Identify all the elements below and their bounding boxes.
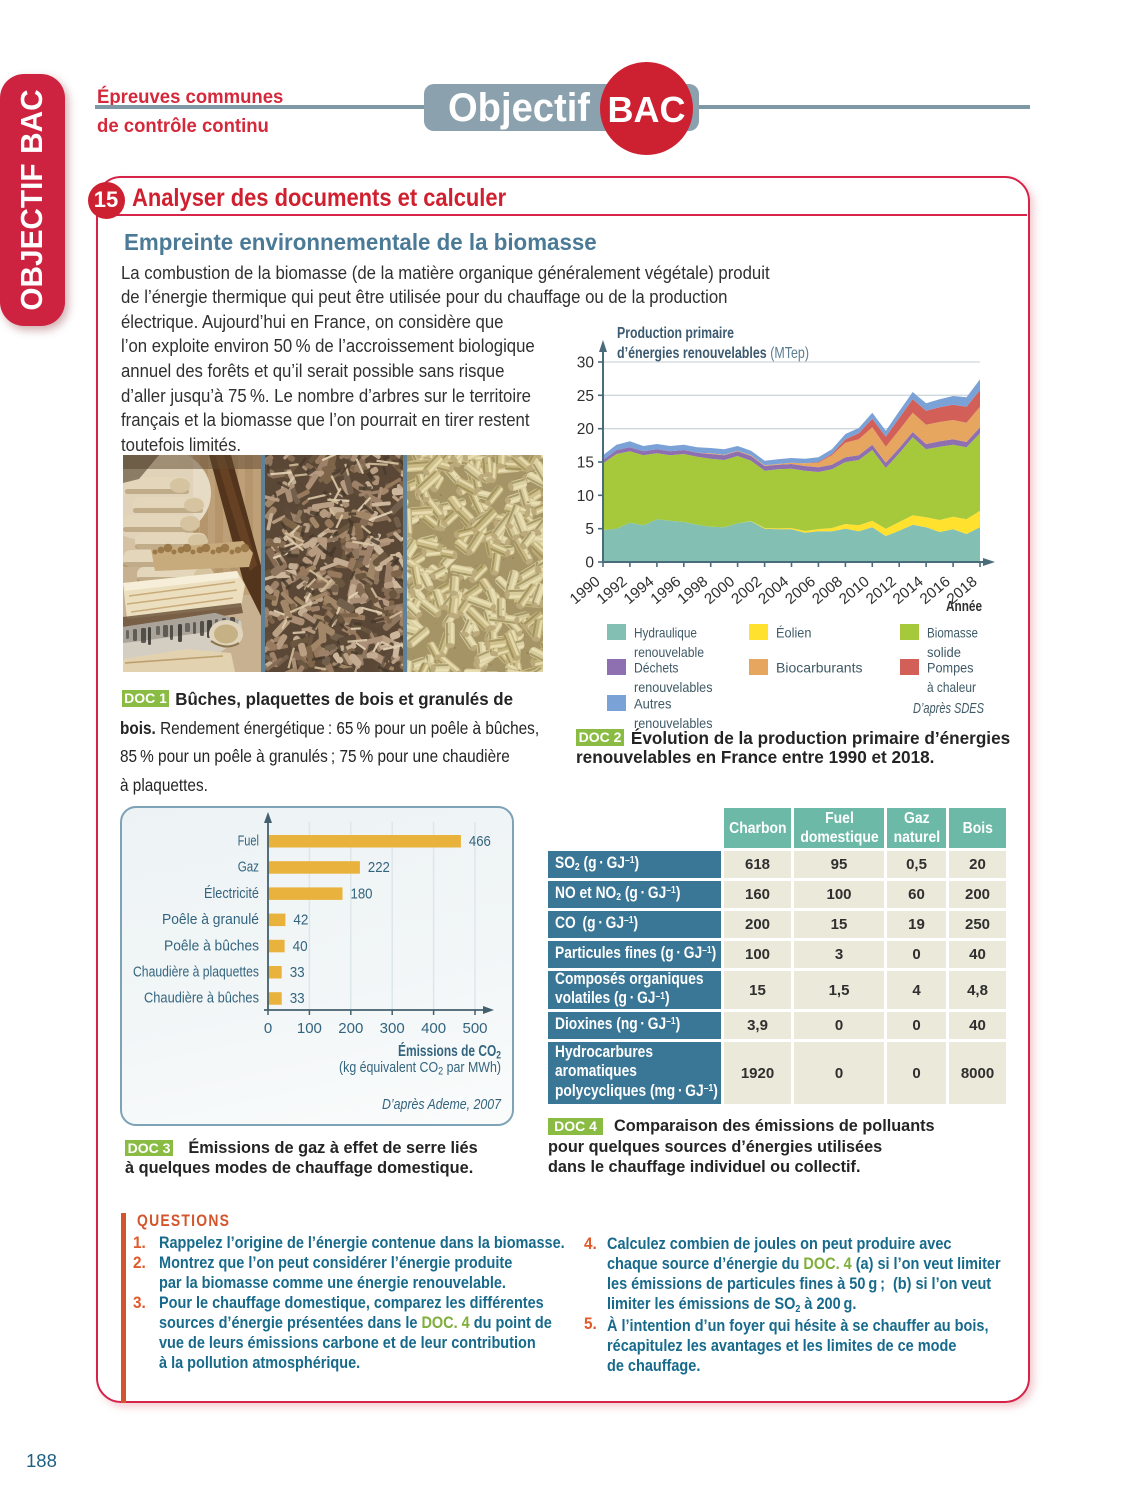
svg-text:466: 466 — [469, 833, 491, 850]
svg-text:5: 5 — [585, 521, 594, 538]
svg-text:d’énergies renouvelables (MTep: d’énergies renouvelables (MTep) — [617, 345, 809, 362]
svg-text:33: 33 — [290, 990, 305, 1007]
svg-text:0: 0 — [585, 555, 594, 572]
svg-text:Production primaire: Production primaire — [617, 325, 734, 342]
svg-text:400: 400 — [421, 1020, 446, 1037]
svg-text:222: 222 — [368, 859, 390, 876]
svg-text:Hydraulique: Hydraulique — [634, 625, 697, 641]
svg-text:renouvelables: renouvelables — [634, 679, 713, 695]
svg-text:Chaudière à bûches: Chaudière à bûches — [144, 991, 259, 1007]
svg-text:renouvelable: renouvelable — [634, 644, 704, 660]
svg-text:Fuel: Fuel — [238, 834, 259, 850]
svg-text:180: 180 — [351, 885, 373, 902]
svg-text:40: 40 — [293, 938, 308, 955]
svg-text:Biocarburants: Biocarburants — [776, 660, 863, 676]
svg-text:Poêle à granulé: Poêle à granulé — [162, 912, 259, 928]
svg-text:42: 42 — [293, 912, 308, 929]
svg-text:Chaudière à plaquettes: Chaudière à plaquettes — [133, 965, 259, 981]
svg-text:10: 10 — [577, 488, 595, 505]
svg-text:(kg équivalent CO2 par MWh): (kg équivalent CO2 par MWh) — [339, 1059, 501, 1078]
svg-text:Pompes: Pompes — [927, 660, 974, 676]
svg-text:15: 15 — [577, 455, 594, 472]
svg-text:33: 33 — [290, 964, 305, 981]
svg-text:500: 500 — [462, 1020, 487, 1037]
svg-text:BAC: BAC — [608, 89, 686, 130]
svg-text:Autres: Autres — [634, 696, 672, 712]
svg-text:100: 100 — [297, 1020, 322, 1037]
svg-text:Déchets: Déchets — [634, 660, 679, 676]
svg-text:200: 200 — [338, 1020, 363, 1037]
svg-text:renouvelables: renouvelables — [634, 715, 713, 731]
svg-text:20: 20 — [577, 421, 595, 438]
svg-text:Électricité: Électricité — [204, 885, 259, 902]
svg-text:25: 25 — [577, 388, 594, 405]
svg-text:D’après Ademe, 2007: D’après Ademe, 2007 — [382, 1096, 502, 1113]
svg-text:Objectif: Objectif — [448, 86, 591, 130]
svg-text:à chaleur: à chaleur — [927, 679, 976, 695]
svg-text:Gaz: Gaz — [238, 860, 259, 876]
svg-text:Biomasse: Biomasse — [927, 625, 978, 641]
svg-text:Poêle à bûches: Poêle à bûches — [164, 938, 259, 954]
svg-text:300: 300 — [380, 1020, 405, 1037]
svg-text:30: 30 — [577, 355, 595, 372]
svg-text:solide: solide — [927, 644, 961, 660]
svg-text:0: 0 — [264, 1020, 272, 1037]
svg-text:Émissions de CO2: Émissions de CO2 — [398, 1043, 501, 1062]
svg-text:D’après SDES: D’après SDES — [913, 701, 984, 717]
svg-text:Année: Année — [946, 599, 982, 615]
svg-text:Éolien: Éolien — [776, 625, 812, 641]
